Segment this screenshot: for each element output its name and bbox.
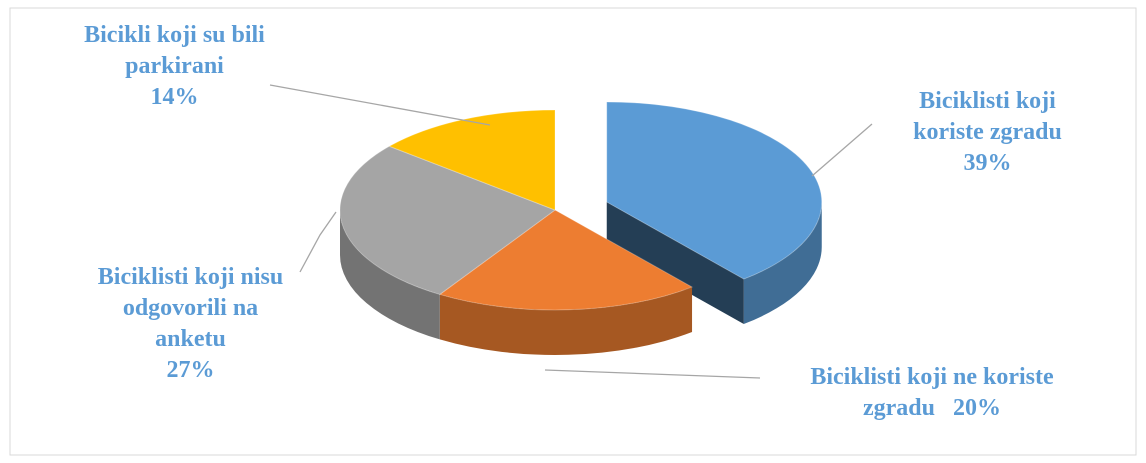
leader-line <box>269 84 491 126</box>
label-value: 14% <box>150 84 199 110</box>
label-value: 39% <box>963 150 1012 176</box>
label-category: Bicikli koji su bili parkirani <box>84 22 265 79</box>
label-category: Biciklisti koji nisu odgovorili na anket… <box>97 264 284 352</box>
slice-side <box>340 210 440 340</box>
slice-cut-face <box>606 202 744 325</box>
label-value: 20% <box>953 395 1001 421</box>
slice-side <box>743 202 822 325</box>
leader-line <box>299 211 337 273</box>
label-value: 27% <box>166 357 215 383</box>
label-category: Biciklisti koji ne koriste zgradu <box>810 364 1054 421</box>
leader-line <box>544 369 761 379</box>
data-label: Biciklisti koji koriste zgradu 39% <box>885 86 1090 179</box>
label-category: Biciklisti koji koriste zgradu <box>913 88 1062 145</box>
data-label: Bicikli koji su bili parkirani 14% <box>72 20 277 113</box>
data-label: Biciklisti koji nisu odgovorili na anket… <box>88 262 293 386</box>
slice-side <box>439 287 693 355</box>
side-faces <box>340 202 822 355</box>
data-label: Biciklisti koji ne koriste zgradu 20% <box>762 362 1102 424</box>
top-faces <box>339 101 823 311</box>
slice <box>438 209 694 311</box>
leader-line <box>811 123 873 177</box>
slice <box>606 101 823 280</box>
slice <box>339 145 557 295</box>
